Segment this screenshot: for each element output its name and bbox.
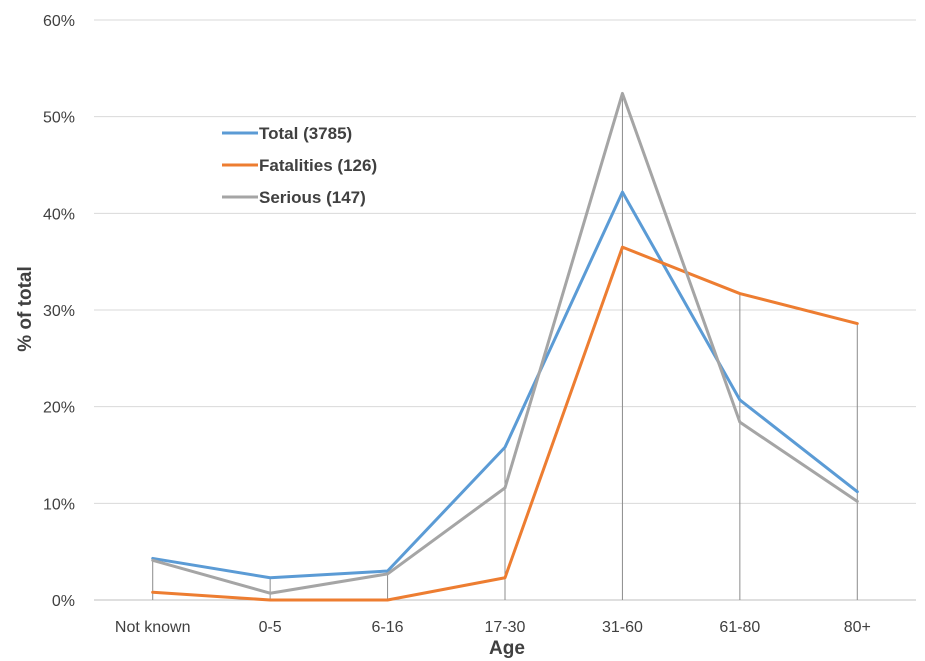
x-tick-label: Not known — [115, 619, 191, 636]
y-tick-label: 30% — [43, 303, 75, 320]
x-axis-title: Age — [489, 638, 525, 659]
legend-label: Fatalities (126) — [259, 156, 377, 175]
y-tick-label: 50% — [43, 110, 75, 127]
legend-label: Serious (147) — [259, 188, 366, 207]
series-line-3 — [151, 91, 859, 595]
x-axis-tick-labels: Not known 0-5 6-16 17-30 31-60 61-80 80+ — [115, 619, 871, 636]
y-axis-title: % of total — [15, 266, 36, 352]
y-axis-tick-labels: 0% 10% 20% 30% 40% 50% 60% — [43, 13, 75, 610]
legend-label: Total (3785) — [259, 124, 352, 143]
y-tick-label: 40% — [43, 206, 75, 223]
x-tick-label: 0-5 — [259, 619, 282, 636]
legend: Total (3785) Fatalities (126) Serious (147… — [222, 124, 377, 207]
y-tick-label: 10% — [43, 496, 75, 513]
series-lines — [151, 91, 859, 602]
x-tick-label: 17-30 — [485, 619, 526, 636]
y-tick-label: 20% — [43, 400, 75, 417]
gridlines — [94, 19, 916, 601]
x-tick-label: 6-16 — [372, 619, 404, 636]
x-tick-label: 61-80 — [719, 619, 760, 636]
y-tick-label: 60% — [43, 13, 75, 30]
series-line-1 — [151, 190, 859, 580]
series-line-2 — [151, 245, 859, 602]
y-tick-label: 0% — [52, 593, 75, 610]
x-tick-label: 31-60 — [602, 619, 643, 636]
x-tick-label: 80+ — [844, 619, 871, 636]
